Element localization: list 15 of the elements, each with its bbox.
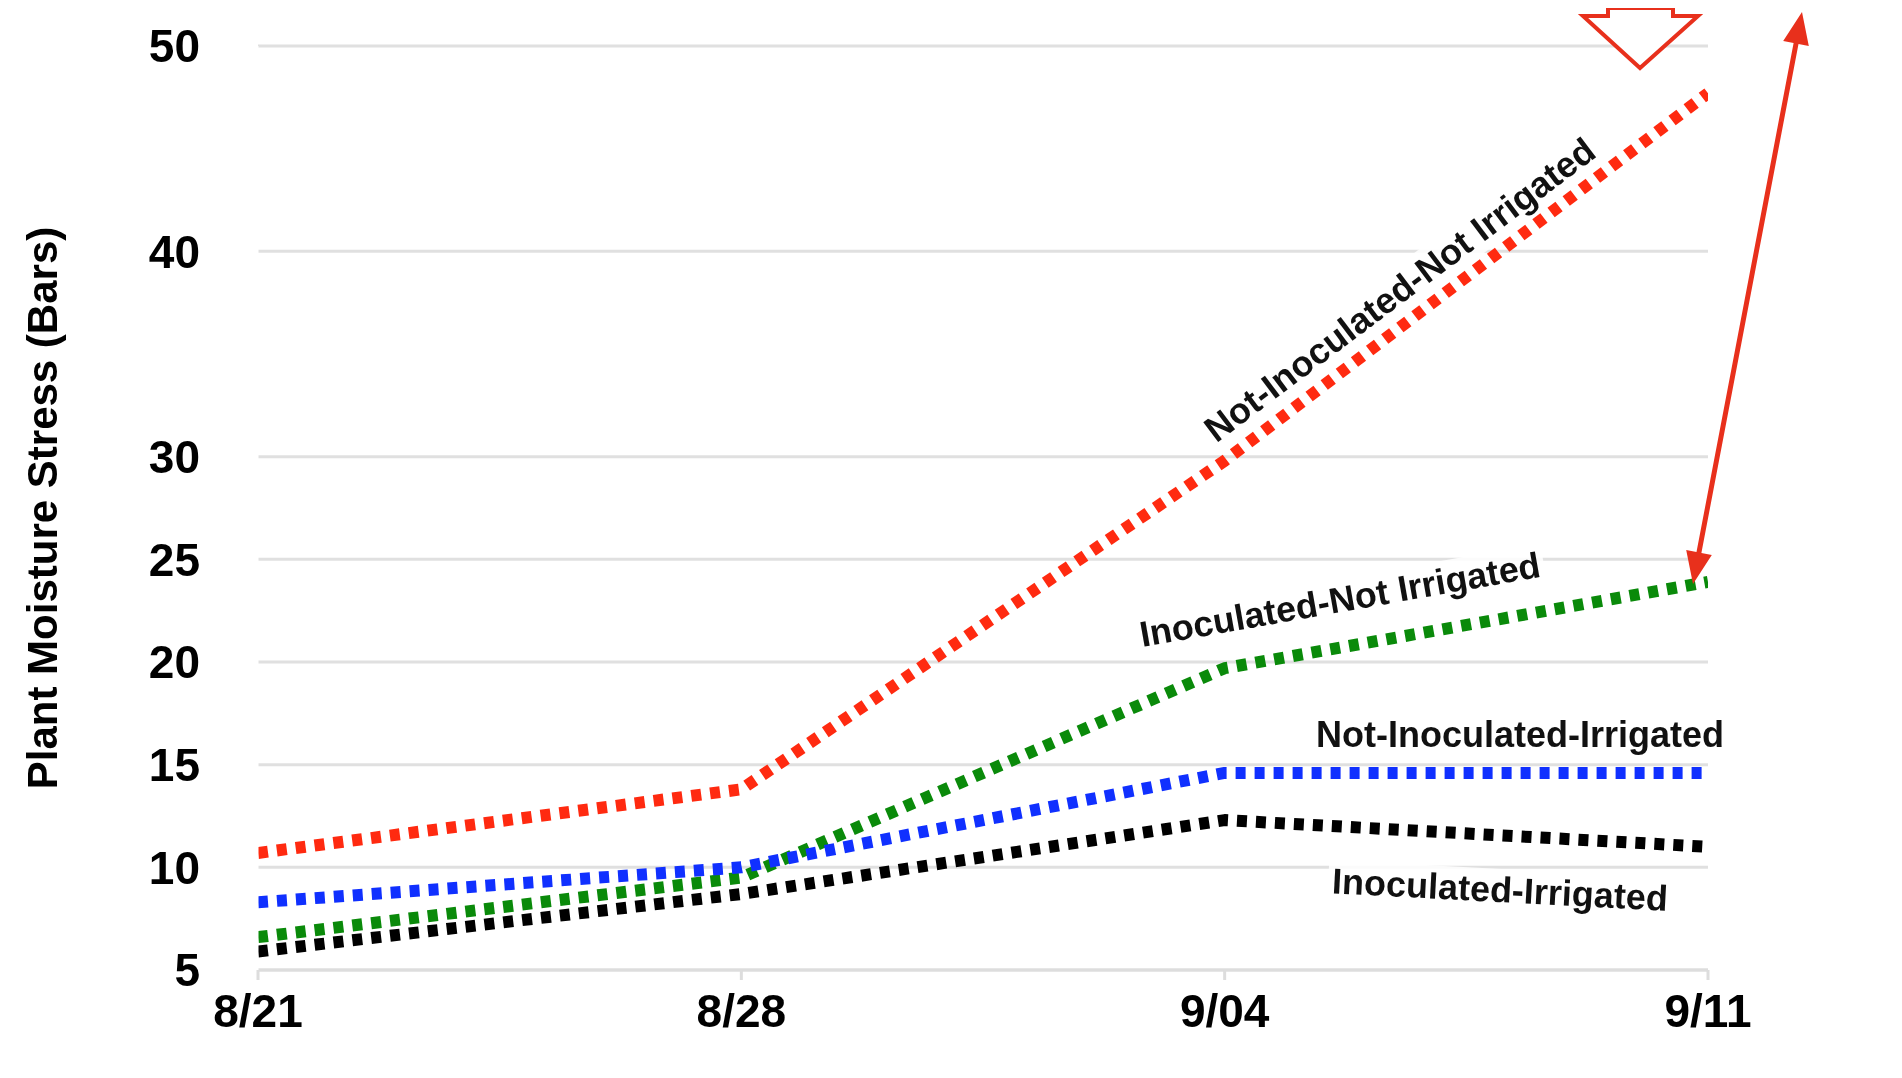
y-tick-label: 5 — [174, 944, 200, 997]
x-tick-label: 9/04 — [1179, 984, 1270, 1037]
x-tick-label: 8/28 — [696, 984, 787, 1037]
y-tick-label: 20 — [148, 636, 200, 689]
series-label: Not-Inoculated-Irrigated — [1311, 714, 1729, 756]
y-tick-label: 10 — [148, 841, 200, 894]
y-tick-label: 30 — [148, 431, 200, 483]
y-tick-label: 50 — [148, 20, 200, 73]
y-tick-label: 40 — [148, 225, 200, 278]
y-tick-label: 25 — [148, 533, 200, 586]
x-tick-label: 9/11 — [1664, 984, 1752, 1037]
series-label: Inoculated-Irrigated — [1327, 860, 1673, 920]
y-axis-title: Plant Moisture Stress (Bars) — [18, 226, 66, 790]
x-tick-label: 8/21 — [213, 984, 303, 1037]
y-tick-label: 15 — [148, 739, 200, 791]
